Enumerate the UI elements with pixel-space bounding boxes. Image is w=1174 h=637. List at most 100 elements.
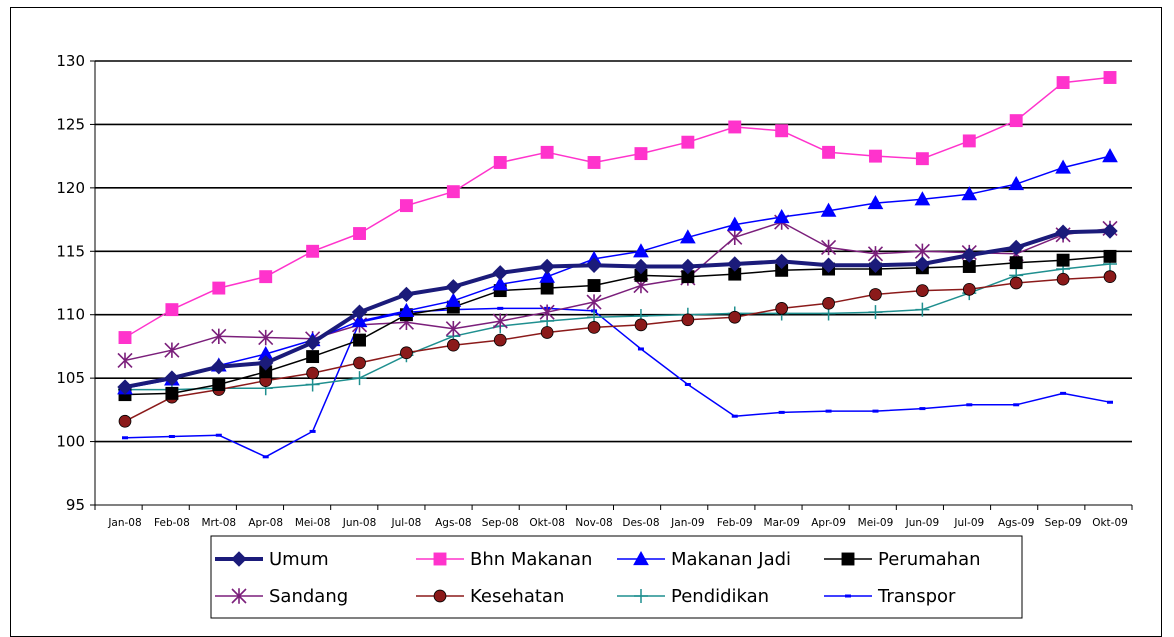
y-tick-label: 130 [56, 52, 85, 70]
data-point [775, 302, 789, 315]
y-tick-label: 110 [56, 306, 85, 324]
data-point [1103, 71, 1117, 84]
x-tick-label: Sep-09 [1045, 517, 1082, 529]
x-tick-label: Sep-08 [482, 517, 519, 529]
legend-item: Perumahan [824, 549, 981, 570]
data-point [773, 209, 790, 224]
data-point [231, 588, 247, 604]
x-tick-label: Nov-08 [575, 517, 612, 529]
data-point [681, 135, 695, 149]
x-tick-label: Jul-08 [391, 517, 422, 529]
data-point [1009, 114, 1023, 128]
data-point [493, 156, 507, 169]
data-point [168, 434, 175, 438]
data-point [305, 377, 320, 392]
data-point [775, 124, 789, 138]
legend-label: Makanan Jadi [671, 549, 791, 570]
data-point [351, 304, 368, 320]
data-point [306, 244, 320, 258]
data-point [867, 195, 884, 210]
data-point [841, 552, 855, 566]
x-tick-label: Mei-09 [858, 517, 894, 529]
x-tick-label: Mrt-08 [201, 517, 236, 529]
data-point [493, 333, 507, 347]
legend-item: Bhn Makanan [416, 549, 592, 570]
data-point [726, 216, 743, 231]
data-point [446, 338, 460, 352]
y-tick-label: 120 [56, 179, 85, 197]
data-point [822, 296, 835, 310]
series-line [124, 307, 1111, 458]
data-point [962, 282, 976, 296]
data-point [961, 186, 978, 201]
legend-label: Kesehatan [470, 586, 564, 607]
legend-item: Makanan Jadi [617, 549, 791, 570]
series-line [124, 229, 1111, 389]
data-point [164, 342, 180, 358]
data-point [497, 306, 504, 310]
data-point [1009, 256, 1023, 270]
data-point [1055, 224, 1071, 240]
y-tick-label: 125 [56, 115, 85, 133]
data-point [398, 302, 415, 318]
series-umum [117, 223, 1118, 395]
series-line [124, 275, 1111, 422]
data-point [122, 436, 128, 440]
data-point [820, 202, 837, 217]
data-point [680, 229, 696, 244]
data-point [1008, 176, 1025, 191]
data-point [867, 257, 884, 273]
data-point [634, 589, 648, 603]
data-point [353, 333, 366, 347]
data-point [869, 288, 882, 301]
data-point [820, 257, 837, 273]
data-point [680, 258, 696, 275]
data-point [586, 257, 602, 273]
data-point [117, 379, 133, 395]
data-point [258, 329, 274, 346]
series-line [124, 221, 1111, 362]
data-point [215, 433, 222, 437]
data-point [212, 281, 226, 295]
x-tick-label: Mar-09 [764, 517, 800, 529]
data-point [117, 352, 133, 369]
data-point [1103, 270, 1117, 284]
data-point [684, 382, 691, 386]
legend-label: Transpor [877, 586, 956, 607]
y-tick-label: 115 [56, 242, 85, 260]
axes: 95 100 105 110 115 120 125 130 Jan-08 Feb-08 Mrt-0… [56, 52, 1133, 529]
y-tick-label: 100 [56, 433, 85, 451]
x-tick-label: Jun-08 [342, 517, 377, 529]
data-point [773, 253, 790, 270]
data-point [633, 243, 649, 258]
legend-label: Perumahan [878, 549, 981, 570]
legend-item: Sandang [215, 586, 348, 607]
data-point [915, 302, 930, 317]
series-line [124, 76, 1111, 339]
data-point [1009, 276, 1023, 290]
series-line [124, 155, 1111, 390]
grid-lines [95, 60, 1132, 443]
data-point [728, 310, 742, 324]
data-point [634, 147, 648, 161]
data-point [637, 347, 644, 351]
data-point [587, 321, 601, 334]
data-point [212, 378, 226, 391]
data-point [1103, 249, 1117, 263]
data-point [1056, 76, 1070, 90]
data-point [633, 258, 649, 275]
data-point [446, 185, 460, 199]
data-point [821, 239, 837, 256]
data-point [681, 313, 695, 327]
data-point [822, 145, 836, 159]
series-line [125, 263, 1111, 391]
data-point [445, 292, 462, 307]
x-tick-label: Ags-09 [998, 517, 1034, 529]
data-point [539, 268, 555, 283]
legend-label: Pendidikan [671, 586, 769, 607]
data-point [1102, 148, 1118, 163]
x-tick-label: Ags-08 [435, 517, 471, 529]
data-point [825, 409, 832, 413]
data-point [587, 156, 601, 169]
x-tick-label: Apr-09 [811, 517, 846, 529]
